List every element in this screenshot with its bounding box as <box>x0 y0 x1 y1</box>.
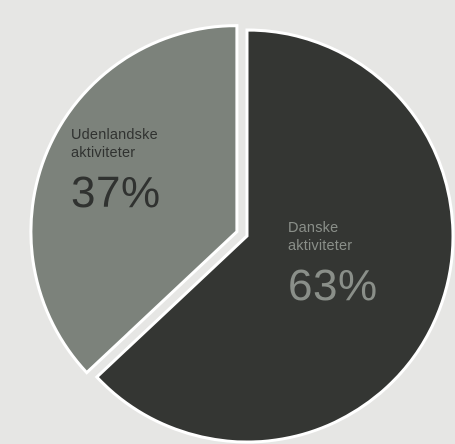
pie-slice-danske <box>94 28 455 444</box>
slice-label-udenlandske: Udenlandske aktiviteter 37% <box>71 126 161 215</box>
slice-name-danske: Danske aktiviteter <box>288 220 353 255</box>
slice-label-danske: Danske aktiviteter 63% <box>288 219 378 308</box>
slice-value-udenlandske: 37% <box>71 168 161 218</box>
slice-name-udenlandske: Udenlandske aktiviteter <box>71 127 158 162</box>
pie-slice-udenlandske <box>29 24 239 375</box>
slice-value-danske: 63% <box>288 261 378 311</box>
